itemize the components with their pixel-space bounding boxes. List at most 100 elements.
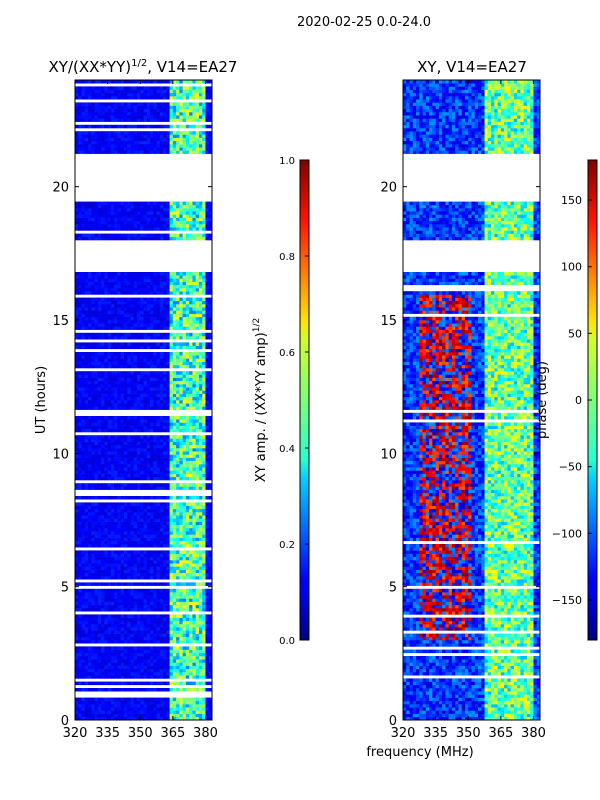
heatmap-cell <box>94 377 99 382</box>
heatmap-cell <box>153 588 157 593</box>
heatmap-cell <box>127 652 131 657</box>
heatmap-cell <box>136 486 141 490</box>
heatmap-cell <box>107 544 112 548</box>
heatmap-cell <box>84 560 89 564</box>
heatmap-cell <box>169 531 174 535</box>
heatmap-cell <box>195 550 200 554</box>
heatmap-cell <box>75 672 79 676</box>
heatmap-cell <box>172 544 177 548</box>
heatmap-cell <box>104 672 109 676</box>
heatmap-cell <box>179 668 184 673</box>
heatmap-cell <box>127 307 131 311</box>
heatmap-cell <box>120 569 125 574</box>
heatmap-cell <box>104 556 109 561</box>
heatmap-cell <box>195 620 200 625</box>
heatmap-cell <box>159 566 164 570</box>
heatmap-cell <box>176 569 180 574</box>
heatmap-cell <box>189 592 193 596</box>
heatmap-cell <box>156 521 161 526</box>
heatmap-cell <box>195 528 200 532</box>
heatmap-cell <box>163 352 167 356</box>
heatmap-cell <box>120 540 125 545</box>
heatmap-cell <box>169 358 174 362</box>
heatmap-cell <box>97 380 102 385</box>
heatmap-cell <box>78 662 82 666</box>
heatmap-cell <box>78 508 82 513</box>
heatmap-cell <box>123 704 128 708</box>
heatmap-cell <box>78 435 82 439</box>
heatmap-cell <box>127 592 131 596</box>
heatmap-cell <box>172 540 177 545</box>
heatmap-cell <box>94 665 99 670</box>
heatmap-cell <box>176 505 180 510</box>
heatmap-cell <box>195 441 200 446</box>
heatmap-cell <box>78 512 82 516</box>
heatmap-cell <box>104 604 109 609</box>
heatmap-cell <box>195 537 200 542</box>
heatmap-cell <box>133 614 138 618</box>
heatmap-cell <box>91 604 95 609</box>
heatmap-cell <box>163 505 167 510</box>
heatmap-cell <box>97 396 102 401</box>
heatmap-cell <box>117 448 122 452</box>
heatmap-cell <box>195 380 200 385</box>
heatmap-cell <box>120 284 125 289</box>
heatmap-cell <box>120 588 125 593</box>
heatmap-cell <box>104 496 109 500</box>
heatmap-cell <box>185 396 190 401</box>
heatmap-cell <box>182 486 187 490</box>
heatmap-cell <box>101 438 105 442</box>
heatmap-cell <box>202 713 206 718</box>
heatmap-cell <box>110 448 115 452</box>
heatmap-cell <box>176 428 180 433</box>
heatmap-cell <box>143 441 148 446</box>
heatmap-cell <box>84 345 89 350</box>
heatmap-cell <box>88 342 92 346</box>
heatmap-cell <box>185 636 190 641</box>
heatmap-cell <box>169 435 174 439</box>
heatmap-cell <box>140 323 144 327</box>
heatmap-cell <box>153 435 157 439</box>
heatmap-cell <box>120 601 125 606</box>
heatmap-cell <box>195 652 200 657</box>
heatmap-cell <box>78 572 82 577</box>
heatmap-cell <box>110 515 115 519</box>
heatmap-cell <box>166 649 170 654</box>
heatmap-cell <box>101 323 105 327</box>
heatmap-cell <box>81 646 86 650</box>
heatmap-cell <box>120 438 125 442</box>
heatmap-cell <box>150 310 154 314</box>
heatmap-cell <box>107 364 112 369</box>
heatmap-cell <box>117 652 122 657</box>
heatmap-cell <box>97 425 102 430</box>
heatmap-cell <box>107 464 112 468</box>
heatmap-cell <box>159 534 164 538</box>
heatmap-cell <box>123 560 128 564</box>
heatmap-cell <box>192 515 197 519</box>
heatmap-cell <box>166 560 170 564</box>
heatmap-cell <box>140 601 144 606</box>
heatmap-cell <box>176 473 180 478</box>
heatmap-cell <box>159 342 164 346</box>
heatmap-cell <box>179 508 184 513</box>
heatmap-cell <box>107 425 112 430</box>
heatmap-cell <box>205 569 210 574</box>
heatmap-cell <box>179 281 184 286</box>
heatmap-cell <box>81 336 86 340</box>
heatmap-cell <box>104 288 109 292</box>
heatmap-cell <box>208 614 213 618</box>
heatmap-cell <box>107 345 112 350</box>
heatmap-cell <box>192 633 197 638</box>
heatmap-cell <box>176 457 180 462</box>
heatmap-cell <box>153 361 157 366</box>
heatmap-cell <box>146 540 151 545</box>
heatmap-cell <box>127 435 131 439</box>
heatmap-cell <box>133 560 138 564</box>
heatmap-cell <box>189 345 193 350</box>
heatmap-cell <box>166 659 170 663</box>
heatmap-cell <box>104 627 109 631</box>
heatmap-cell <box>94 560 99 564</box>
heatmap-cell <box>153 710 157 714</box>
heatmap-cell <box>153 396 157 401</box>
heatmap-cell <box>143 300 148 305</box>
